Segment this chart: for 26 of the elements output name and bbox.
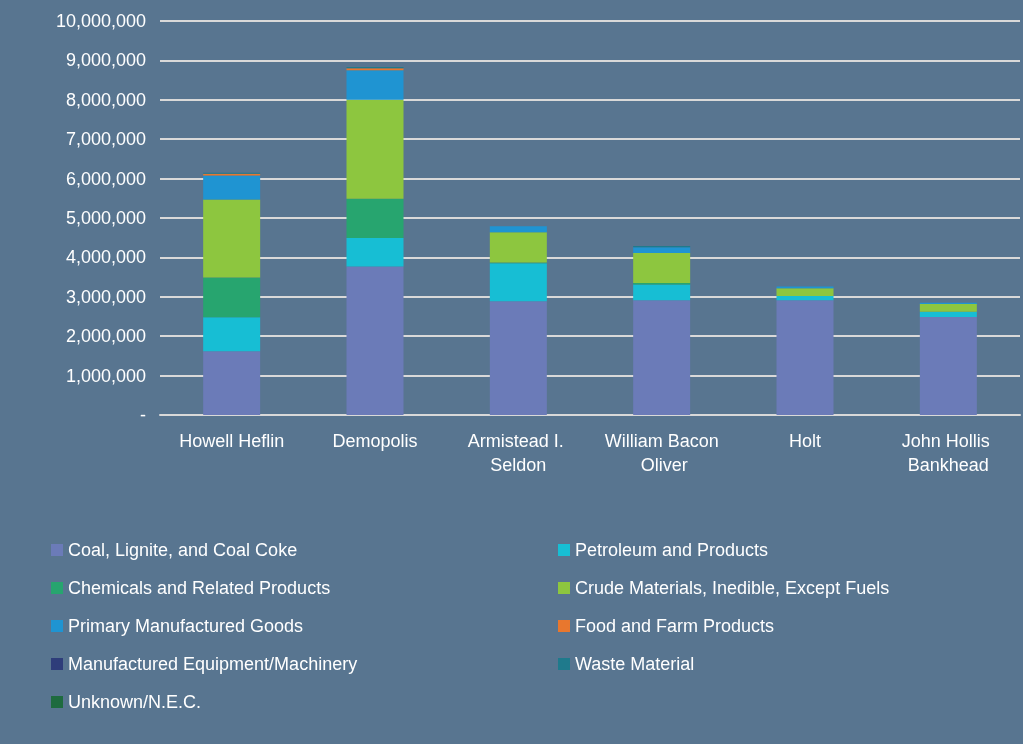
legend-label: Coal, Lignite, and Coal Coke bbox=[68, 540, 298, 560]
x-tick-label: Demopolis bbox=[332, 431, 418, 451]
legend-label: Chemicals and Related Products bbox=[68, 578, 331, 598]
legend-label: Manufactured Equipment/Machinery bbox=[68, 654, 358, 674]
x-tick-label: William Bacon Oliver bbox=[604, 431, 719, 475]
x-tick-label: Holt bbox=[788, 431, 822, 451]
y-tick-label: 4,000,000 bbox=[65, 247, 146, 268]
y-tick-label: 9,000,000 bbox=[65, 50, 146, 71]
y-tick-label: 5,000,000 bbox=[65, 208, 146, 228]
y-tick-label: 10,000,000 bbox=[55, 11, 146, 31]
legend-label: Food and Farm Products bbox=[575, 616, 775, 636]
x-tick-label: John Hollis Bankhead bbox=[901, 431, 995, 475]
y-tick-label: 2,000,000 bbox=[65, 326, 146, 347]
y-tick-label: - bbox=[140, 405, 146, 425]
legend-label: Primary Manufactured Goods bbox=[68, 616, 304, 636]
y-tick-label: 8,000,000 bbox=[65, 89, 146, 110]
legend-label: Unknown/N.E.C. bbox=[68, 692, 202, 712]
y-tick-label: 6,000,000 bbox=[65, 168, 146, 189]
legend-label: Petroleum and Products bbox=[575, 540, 769, 560]
y-tick-label: 3,000,000 bbox=[65, 286, 146, 307]
legend-label: Crude Materials, Inedible, Except Fuels bbox=[575, 578, 890, 598]
y-tick-label: 1,000,000 bbox=[65, 365, 146, 386]
x-tick-label: Howell Heflin bbox=[179, 431, 285, 451]
y-tick-label: 7,000,000 bbox=[65, 129, 146, 150]
legend-label: Waste Material bbox=[575, 654, 695, 674]
x-tick-label: Armistead I. Seldon bbox=[467, 431, 569, 475]
